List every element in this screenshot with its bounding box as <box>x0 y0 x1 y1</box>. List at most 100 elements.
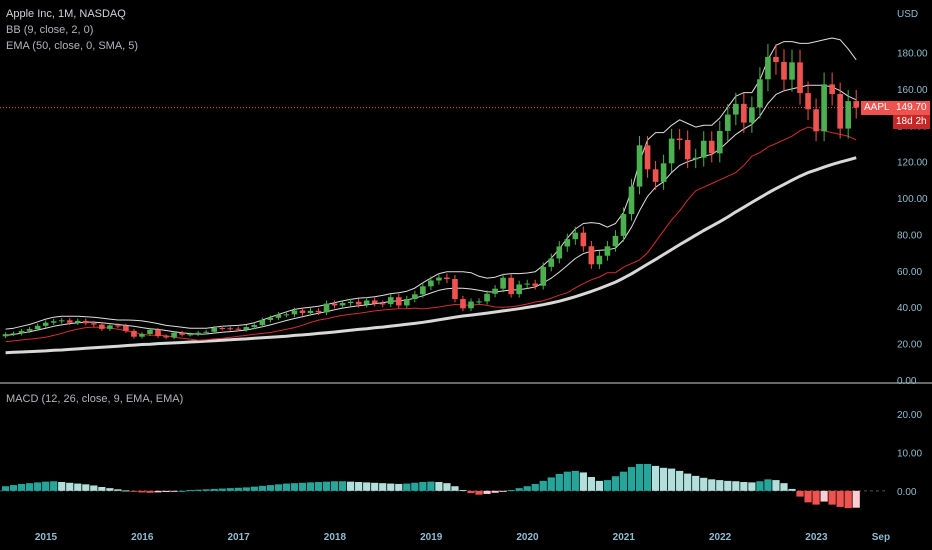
macd-histogram-bar <box>202 489 210 491</box>
candle-body <box>355 301 362 305</box>
macd-histogram-bar <box>258 485 266 491</box>
legend-ema[interactable]: EMA (50, close, 0, SMA, 5) <box>6 38 138 54</box>
macd-histogram-bar <box>579 472 587 491</box>
macd-histogram-bar <box>732 481 740 491</box>
macd-histogram-bar <box>130 490 138 492</box>
macd-histogram-bar <box>684 473 692 491</box>
candle-body <box>395 297 402 306</box>
macd-histogram-bar <box>635 464 644 491</box>
macd-histogram-bar <box>250 486 258 491</box>
macd-histogram-bar <box>226 488 234 491</box>
time-tick-label: 2020 <box>516 532 539 543</box>
macd-histogram-bar <box>306 482 315 491</box>
candle-body <box>403 299 410 306</box>
candle-body <box>805 93 811 110</box>
candle-body <box>428 280 434 287</box>
candle-body <box>291 310 298 315</box>
price-tick-label: 20.00 <box>897 340 922 351</box>
macd-histogram-bar <box>1 486 10 491</box>
price-axis[interactable]: 0.0020.0040.0060.0080.00100.00120.00140.… <box>897 49 928 387</box>
legend-symbol[interactable]: Apple Inc, 1M, NASDAQ <box>6 6 126 22</box>
macd-histogram-bar <box>611 476 620 491</box>
macd-histogram-bar <box>274 484 283 491</box>
candle-body <box>195 332 201 335</box>
macd-histogram-bar <box>154 490 162 493</box>
macd-histogram-bar <box>194 489 202 491</box>
time-axis[interactable]: 2015 2016 2017 2018 2019 2020 2021 2022 2023 Sep <box>35 532 890 543</box>
candle-body <box>347 301 354 304</box>
candle-body <box>789 62 795 80</box>
macd-histogram-bar <box>387 483 395 491</box>
candle-body <box>171 332 177 338</box>
macd-histogram-bar <box>419 482 427 491</box>
candle-body <box>773 56 779 62</box>
price-tick-label: 80.00 <box>897 230 922 241</box>
candle-body <box>444 277 450 280</box>
candle-body <box>50 321 57 323</box>
time-tick-label: 2019 <box>420 532 443 543</box>
macd-histogram-bar <box>764 479 772 491</box>
macd-histogram-bar <box>347 481 355 491</box>
macd-histogram-bar <box>26 483 34 491</box>
candle-body <box>644 145 651 170</box>
macd-histogram-bar <box>708 479 716 491</box>
candle-body <box>26 329 33 331</box>
bb-lower-line <box>5 126 857 343</box>
candle-body <box>227 328 234 330</box>
macd-histogram-bar <box>756 481 764 491</box>
candle-body <box>500 277 506 289</box>
macd-histogram-bar <box>66 482 74 491</box>
ticker-tag: AAPL <box>861 101 893 115</box>
macd-histogram-bar <box>748 482 756 491</box>
candle-body <box>636 145 643 187</box>
candle-body <box>10 333 17 335</box>
macd-histogram-bar <box>355 482 363 491</box>
candle-body <box>74 320 81 323</box>
candle-body <box>163 336 169 338</box>
candle-body <box>283 314 290 316</box>
time-tick-label: 2021 <box>613 532 636 543</box>
macd-histogram-bar <box>531 483 539 491</box>
macd-histogram-bar <box>403 483 411 491</box>
candle-body <box>307 310 314 314</box>
candle-body <box>829 84 835 95</box>
candle-body <box>476 301 482 303</box>
candle-body <box>724 114 731 131</box>
last-price-text: 149.70 <box>896 102 927 113</box>
countdown-tag: 18d 2h <box>893 115 930 129</box>
candle-body <box>251 325 258 328</box>
candle-body <box>668 138 675 164</box>
macd-histogram-bar <box>106 488 114 491</box>
macd-histogram-bar <box>90 485 98 491</box>
macd-histogram-bar <box>234 487 242 491</box>
macd-histogram-bar <box>178 490 186 492</box>
macd-histogram-bar <box>322 481 331 491</box>
candle-body <box>107 325 113 329</box>
symbol-title: Apple Inc, 1M, NASDAQ <box>6 8 126 20</box>
macd-axis[interactable]: 0.00 10.00 20.00 <box>897 410 922 498</box>
legend-bb[interactable]: BB (9, close, 2, 0) <box>6 22 93 38</box>
macd-histogram-bar <box>395 483 403 491</box>
candle-body <box>82 320 89 324</box>
candle-body <box>34 325 41 330</box>
candle-body <box>452 279 458 300</box>
macd-histogram-bar <box>459 490 467 492</box>
candle-body <box>387 297 394 305</box>
price-tick-label: 60.00 <box>897 267 922 278</box>
macd-histogram-bar <box>186 490 194 492</box>
macd-histogram-bar <box>700 477 708 491</box>
macd-tick-label: 10.00 <box>897 449 922 460</box>
macd-histogram-bar <box>788 488 796 491</box>
legend-macd[interactable]: MACD (12, 26, close, 9, EMA, EMA) <box>6 391 183 407</box>
candle-body <box>99 324 105 329</box>
macd-pane[interactable] <box>0 464 888 509</box>
candle-body <box>211 327 218 332</box>
candle-body <box>837 94 843 129</box>
macd-histogram-bar <box>146 490 154 493</box>
candle-body <box>259 319 266 326</box>
macd-histogram-bar <box>603 480 612 491</box>
candle-body <box>460 299 466 309</box>
price-pane[interactable] <box>0 37 932 384</box>
candle-body <box>580 232 587 247</box>
